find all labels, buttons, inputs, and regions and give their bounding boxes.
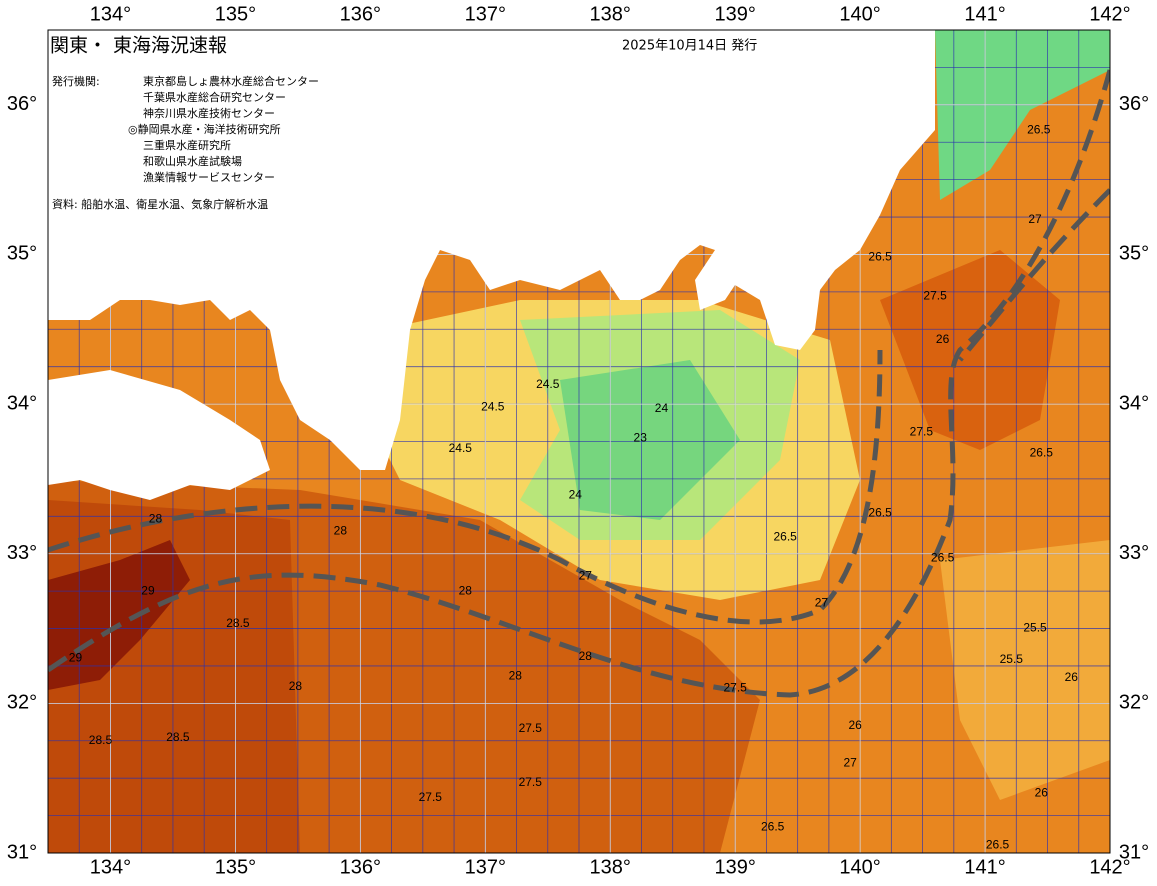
contour-label: 26.5 xyxy=(931,550,955,564)
contour-label: 27.5 xyxy=(910,425,934,439)
contour-label: 29 xyxy=(141,583,155,597)
contour-label: 26.5 xyxy=(868,250,892,264)
contour-label: 24 xyxy=(569,488,583,502)
longitude-label: 135° xyxy=(215,3,256,25)
longitude-label: 140° xyxy=(839,3,880,25)
agency: 千葉県水産総合研究センター xyxy=(143,90,286,104)
longitude-label: 137° xyxy=(465,856,506,878)
contour-label: 24.5 xyxy=(481,399,505,413)
contour-label: 28.5 xyxy=(226,616,250,630)
contour-label: 27.5 xyxy=(923,289,947,303)
contour-label: 25.5 xyxy=(1023,621,1047,635)
contour-label: 24.5 xyxy=(536,377,560,391)
cold-water xyxy=(560,360,740,520)
contour-label: 24.5 xyxy=(449,441,473,455)
contour-label: 27.5 xyxy=(723,681,747,695)
contour-label: 26 xyxy=(848,718,862,732)
cool-water xyxy=(940,540,1110,800)
issue-date: 2025年10月14日 発行 xyxy=(622,39,757,54)
latitude-label: 35° xyxy=(7,243,37,265)
longitude-label: 136° xyxy=(340,3,381,25)
contour-label: 29 xyxy=(69,651,83,665)
longitude-label: 141° xyxy=(964,856,1005,878)
contour-label: 28 xyxy=(334,523,348,537)
contour-label: 26 xyxy=(1065,670,1079,684)
contour-label: 27 xyxy=(1028,212,1042,226)
agency: 漁業情報サービスセンター xyxy=(143,170,275,184)
map-title: 関東・ 東海海況速報 xyxy=(50,35,227,57)
contour-label: 25.5 xyxy=(1000,652,1024,666)
latitude-label: 32° xyxy=(1119,692,1149,714)
contour-label: 26.5 xyxy=(1027,122,1051,136)
latitude-label: 35° xyxy=(1119,243,1149,265)
contour-label: 28.5 xyxy=(166,730,190,744)
contour-label: 27.5 xyxy=(519,775,543,789)
longitude-label: 134° xyxy=(90,856,131,878)
contour-label: 26.5 xyxy=(986,838,1010,852)
latitude-label: 33° xyxy=(7,542,37,564)
warmest-water xyxy=(48,540,190,690)
longitude-label: 137° xyxy=(465,3,506,25)
cold-water xyxy=(935,30,1110,200)
longitude-label: 142° xyxy=(1089,856,1130,878)
latitude-label: 34° xyxy=(7,392,37,414)
contour-label: 27.5 xyxy=(519,721,543,735)
agency: ◎静岡県水産・海洋技術研究所 xyxy=(128,122,281,136)
agencies-label: 発行機関: xyxy=(52,74,100,88)
longitude-label: 136° xyxy=(340,856,381,878)
contour-label: 28.5 xyxy=(89,733,113,747)
data-source: 資料: 船舶水温、衛星水温、気象庁解析水温 xyxy=(52,197,268,211)
latitude-label: 34° xyxy=(1119,392,1149,414)
contour-label: 28 xyxy=(509,669,523,683)
contour-label: 26.5 xyxy=(773,529,797,543)
latitude-label: 31° xyxy=(1119,841,1149,863)
latitude-label: 31° xyxy=(7,841,37,863)
contour-label: 26.5 xyxy=(868,505,892,519)
kuroshio-axis xyxy=(48,349,883,625)
agency: 神奈川県水産技術センター xyxy=(143,106,275,120)
kuroshio-axis xyxy=(958,188,1110,362)
map-frame xyxy=(47,29,1111,854)
contour-label: 24 xyxy=(655,401,669,415)
longitude-label: 138° xyxy=(590,3,631,25)
agency: 三重県水産研究所 xyxy=(143,138,231,152)
longitude-label: 138° xyxy=(590,856,631,878)
longitude-label: 134° xyxy=(90,3,131,25)
longitude-label: 141° xyxy=(964,3,1005,25)
contour-label: 26.5 xyxy=(761,820,785,834)
longitude-label: 140° xyxy=(839,856,880,878)
longitude-label: 135° xyxy=(215,856,256,878)
contour-label: 27.5 xyxy=(419,790,443,804)
contour-label: 26 xyxy=(936,332,950,346)
land xyxy=(48,30,935,470)
contour-label: 27 xyxy=(843,755,857,769)
contour-label: 26 xyxy=(1035,785,1049,799)
longitude-label: 139° xyxy=(714,3,755,25)
contour-label: 28 xyxy=(579,649,593,663)
latitude-label: 33° xyxy=(1119,542,1149,564)
agency: 東京都島しょ農林水産総合センター xyxy=(143,74,319,88)
latitude-label: 36° xyxy=(7,93,37,115)
land xyxy=(48,370,270,500)
contour-label: 28 xyxy=(459,583,473,597)
latitude-label: 32° xyxy=(7,692,37,714)
longitude-label: 139° xyxy=(714,856,755,878)
map-area xyxy=(48,30,1110,853)
contour-label: 27 xyxy=(579,568,593,582)
contour-label: 28 xyxy=(149,511,163,525)
contour-label: 26.5 xyxy=(1030,446,1054,460)
contour-label: 23 xyxy=(634,431,648,445)
contour-label: 27 xyxy=(815,595,829,609)
contour-label: 28 xyxy=(289,679,303,693)
longitude-label: 142° xyxy=(1089,3,1130,25)
latitude-label: 36° xyxy=(1119,93,1149,115)
agency: 和歌山県水産試験場 xyxy=(143,154,242,168)
